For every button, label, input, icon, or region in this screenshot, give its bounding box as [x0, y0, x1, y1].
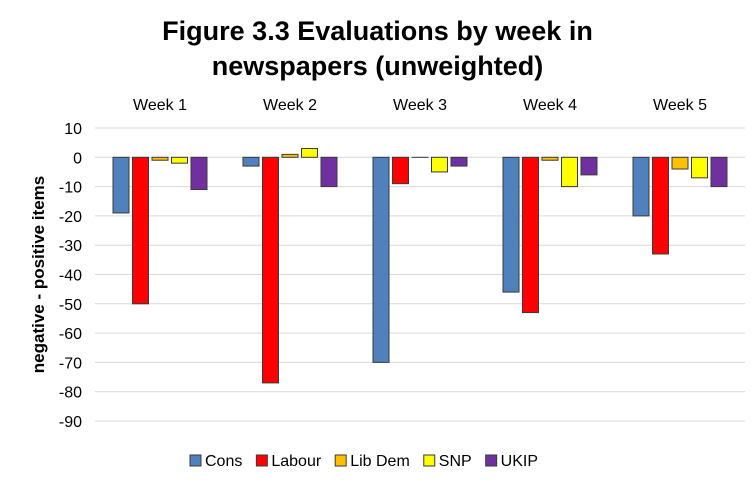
week-label: Week 4 [523, 97, 577, 114]
bar-lib-dem [671, 156, 689, 170]
week-label: Week 2 [263, 97, 317, 114]
bar-snp [431, 156, 448, 173]
week-label: Week 1 [133, 97, 187, 114]
bar-cons [372, 156, 390, 363]
bar-labour [262, 156, 279, 384]
week-label: Week 3 [393, 97, 447, 114]
bar-ukip [710, 156, 728, 188]
y-tick-label: 10 [64, 121, 82, 138]
bar-cons [502, 156, 520, 293]
y-tick-label: -90 [59, 414, 82, 431]
chart-title: Figure 3.3 Evaluations by week in newspa… [0, 14, 755, 84]
bar-labour [522, 156, 539, 314]
legend-label: Labour [271, 453, 321, 470]
bar-lib-dem [151, 156, 169, 161]
y-tick-label: -70 [59, 355, 82, 372]
bar-snp [171, 156, 188, 164]
legend-label: UKIP [501, 453, 538, 470]
y-tick-label: -20 [59, 209, 82, 226]
bar-ukip [320, 156, 338, 188]
y-tick-label: -60 [59, 326, 82, 343]
bar-cons [242, 156, 260, 167]
legend-label: Cons [205, 453, 242, 470]
y-axis-label: negative - positive items [29, 176, 48, 373]
y-tick-label: -80 [59, 385, 82, 402]
y-tick-label: -10 [59, 180, 82, 197]
legend-swatch [423, 454, 436, 467]
bar-snp [301, 148, 318, 158]
bar-snp [691, 156, 708, 179]
bar-ukip [190, 156, 208, 191]
week-label: Week 5 [653, 97, 707, 114]
y-tick-label: -50 [59, 297, 82, 314]
title-line-1: Figure 3.3 Evaluations by week in [162, 16, 593, 46]
legend-swatch [189, 454, 202, 467]
legend-swatch [255, 454, 268, 467]
bar-labour [652, 156, 669, 255]
bar-snp [561, 156, 578, 188]
bar-labour [132, 156, 149, 305]
title-line-2: newspapers (unweighted) [211, 51, 544, 81]
legend-label: SNP [439, 453, 472, 470]
bar-labour [392, 156, 409, 185]
bar-cons [632, 156, 650, 217]
legend-label: Lib Dem [350, 453, 410, 470]
bar-ukip [450, 156, 468, 167]
bar-lib-dem [281, 153, 299, 158]
bar-ukip [580, 156, 598, 176]
y-tick-label: -30 [59, 238, 82, 255]
y-tick-label: -40 [59, 268, 82, 285]
legend-swatch [334, 454, 347, 467]
bar-cons [112, 156, 130, 214]
y-tick-label: 0 [73, 150, 82, 167]
legend-swatch [485, 454, 498, 467]
bar-lib-dem [541, 156, 559, 161]
